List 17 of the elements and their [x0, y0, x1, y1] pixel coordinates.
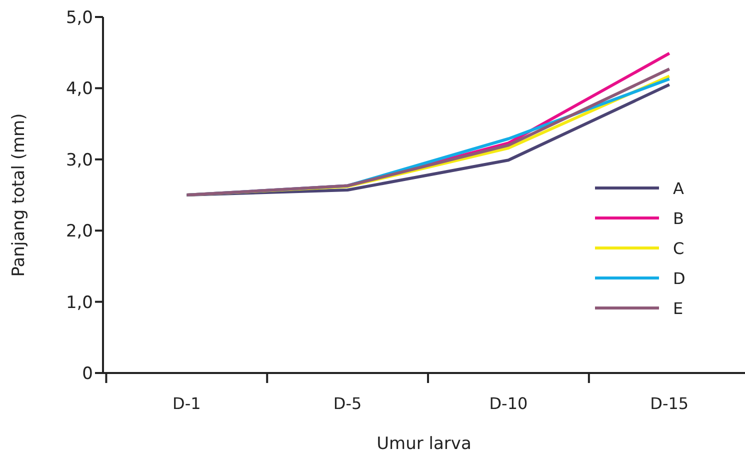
y-tick-label: 2,0: [66, 222, 93, 242]
y-tick-label: 5,0: [66, 8, 93, 28]
x-axis-title: Umur larva: [376, 434, 472, 453]
legend-label: C: [673, 238, 684, 258]
x-tick-label: D-5: [333, 394, 362, 413]
y-tick-label: 0: [82, 364, 93, 384]
legend-label: D: [673, 268, 686, 288]
y-tick-label: 3,0: [66, 150, 93, 170]
x-tick-label: D-1: [172, 394, 201, 413]
x-tick-label: D-10: [489, 394, 528, 413]
y-tick-label: 4,0: [66, 79, 93, 100]
x-tick-label: D-15: [650, 394, 689, 413]
legend-label: B: [673, 208, 684, 228]
y-tick-label: 1,0: [66, 292, 93, 313]
y-axis-title: Panjang total (mm): [9, 113, 30, 277]
legend-label: E: [673, 298, 684, 318]
legend-label: A: [673, 178, 684, 198]
